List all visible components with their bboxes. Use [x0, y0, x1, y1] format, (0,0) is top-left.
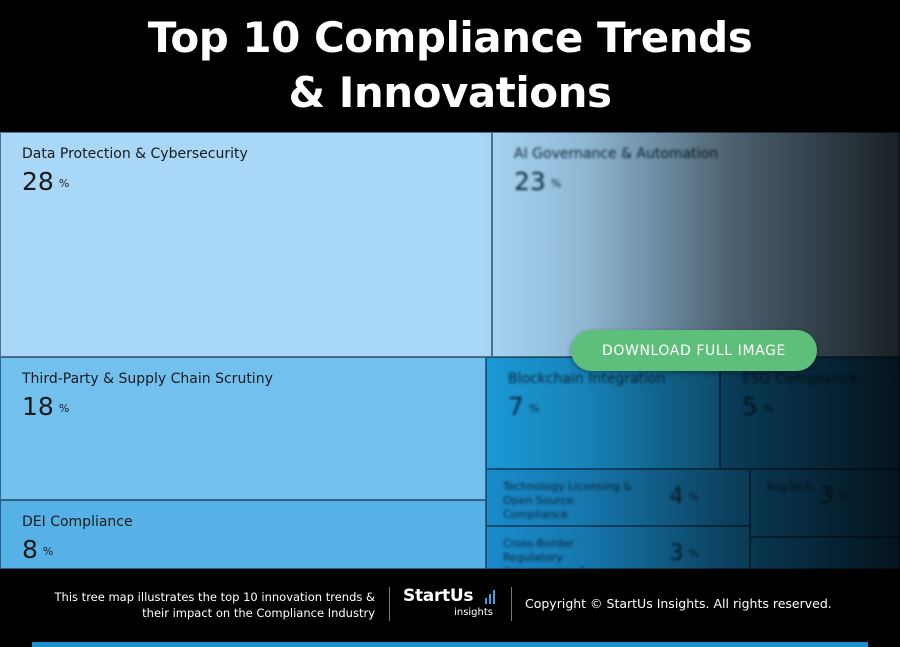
- treemap-tile: [750, 537, 900, 569]
- footer-description: This tree map illustrates the top 10 inn…: [15, 589, 375, 621]
- tile-label: Data Protection & Cybersecurity: [22, 146, 248, 162]
- treemap-tile: Data Protection & Cybersecurity 28%: [0, 132, 492, 357]
- treemap-tile: DEI Compliance 8%: [0, 500, 486, 569]
- footer: This tree map illustrates the top 10 inn…: [0, 569, 900, 647]
- tile-value: 23%: [514, 167, 562, 196]
- tile-label: Third-Party & Supply Chain Scrutiny: [22, 371, 273, 387]
- tile-label: DEI Compliance: [22, 514, 133, 530]
- tile-value: 3%: [819, 484, 849, 509]
- tile-label: Technology Licensing & Open Source Compl…: [503, 480, 632, 521]
- tile-value: 28%: [22, 167, 70, 196]
- treemap-tile: Blockchain Integration 7%: [486, 357, 720, 469]
- footer-divider-left: [389, 587, 390, 621]
- tile-value: 4%: [669, 484, 699, 509]
- bar-chart-icon: [485, 590, 497, 604]
- treemap-tile: RegTech 3%: [750, 469, 900, 537]
- tile-label: Blockchain Integration: [508, 371, 666, 387]
- title-line-1: Top 10 Compliance Trends: [147, 13, 753, 62]
- treemap-chart: Data Protection & Cybersecurity 28% AI Gov…: [0, 132, 900, 569]
- copyright-text: Copyright © StartUs Insights. All rights…: [525, 596, 832, 611]
- tile-value: 5%: [742, 392, 774, 421]
- tile-label: Cross-Border Regulatory Convergence & Ha…: [503, 537, 588, 568]
- page-title: Top 10 Compliance Trends & Innovations: [0, 10, 900, 120]
- tile-value: 3%: [669, 541, 699, 566]
- footer-divider-right: [511, 587, 512, 621]
- tile-value: 18%: [22, 392, 70, 421]
- treemap-tile: Third-Party & Supply Chain Scrutiny 18%: [0, 357, 486, 500]
- treemap-tile: ESG Compliance 5%: [720, 357, 900, 469]
- treemap-tile: Cross-Border Regulatory Convergence & Ha…: [486, 526, 750, 569]
- logo-brand: StartUs: [403, 586, 474, 606]
- footer-description-line-2: their impact on the Compliance Industry: [142, 606, 375, 620]
- bottom-accent-bar: [32, 642, 868, 647]
- startus-logo: StartUs insights: [403, 586, 499, 624]
- treemap-tile: AI Governance & Automation 23%: [492, 132, 900, 357]
- title-line-2: & Innovations: [288, 68, 612, 117]
- treemap-tile: Technology Licensing & Open Source Compl…: [486, 469, 750, 526]
- tile-label: AI Governance & Automation: [514, 146, 718, 162]
- logo-sub: insights: [454, 607, 493, 618]
- tile-label: ESG Compliance: [742, 371, 858, 387]
- footer-description-line-1: This tree map illustrates the top 10 inn…: [54, 590, 375, 604]
- download-full-image-button[interactable]: DOWNLOAD FULL IMAGE: [571, 330, 817, 371]
- tile-value: 7%: [508, 392, 540, 421]
- tile-value: 8%: [22, 535, 54, 564]
